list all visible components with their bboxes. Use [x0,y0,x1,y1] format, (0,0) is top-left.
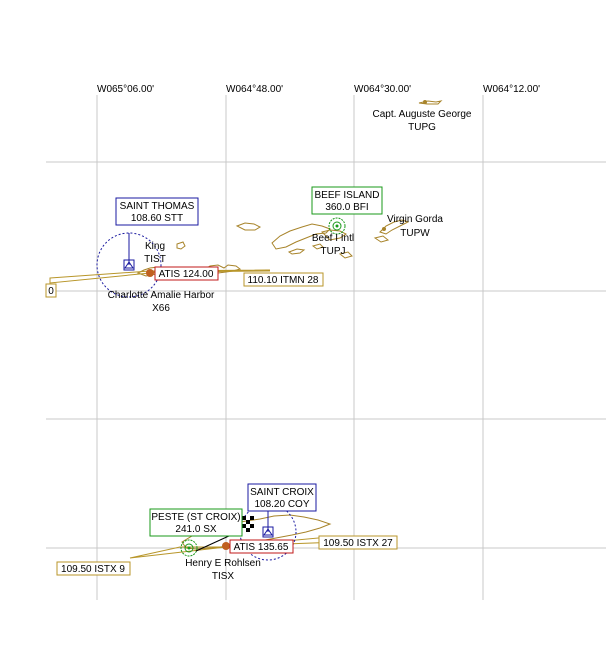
vor-icon [262,526,274,538]
airport-label-charlotte-amalie-harbor[interactable]: Charlotte Amalie Harbor X66 [108,290,215,314]
localizer-frequency: 0 [48,286,54,297]
longitude-label: W065°06.00' [97,84,154,95]
localizer-label-itmn-28[interactable]: 110.10 ITMN 28 [243,272,324,287]
localizer-label-istx-9[interactable]: 109.50 ISTX 9 [56,561,131,576]
navaid-frequency: 108.20 COY [254,499,309,510]
island-coastline [418,100,443,105]
airport-name: King [145,241,165,252]
airport-label-king[interactable]: King TIST [144,241,166,265]
airport-icon [222,542,230,550]
ndb-peste[interactable] [180,539,198,557]
navaid-name: SAINT THOMAS [120,201,195,212]
airport-code: TIST [144,254,166,265]
navaid-label-beef-island[interactable]: BEEF ISLAND 360.0 BFI [311,186,383,215]
island-coastline [321,229,347,241]
airport-code: TUPG [408,122,436,133]
island-coastline [373,235,390,243]
vor-compass-rose-saint-thomas[interactable] [96,232,162,298]
navaid-name: BEEF ISLAND [314,190,379,201]
navaid-label-peste[interactable]: PESTE (ST CROIX) 241.0 SX [149,508,243,537]
airport-label-henry-e-rohlsen[interactable]: Henry E Rohlsen TISX [185,558,261,582]
longitude-label: W064°48.00' [226,84,283,95]
localizer-label-istx-27[interactable]: 109.50 ISTX 27 [318,535,398,550]
atis-frequency: ATIS 135.65 [234,542,289,553]
airport-name: Henry E Rohlsen [185,558,261,569]
island-coastline [235,222,262,231]
navaid-frequency: 360.0 BFI [325,202,368,213]
vor-icon [123,259,135,271]
airport-name: Virgin Gorda [387,214,443,225]
airport-label-capt-auguste-george[interactable]: Capt. Auguste George TUPG [373,109,472,133]
navaid-name: SAINT CROIX [250,487,314,498]
longitude-label: W064°30.00' [354,84,411,95]
island-coastline [379,219,410,235]
localizer-beam [129,546,227,559]
airport-icon [146,269,154,277]
localizer-frequency: 109.50 ISTX 27 [323,538,393,549]
atis-frequency: ATIS 124.00 [159,269,214,280]
airport-code: TISX [212,571,235,582]
airport-icon [382,227,386,231]
airport-code: TUPW [400,228,430,239]
navaid-frequency: 108.60 STT [131,213,183,224]
navaid-frequency: 241.0 SX [175,524,216,535]
atis-label-king[interactable]: ATIS 124.00 [154,266,219,281]
localizer-frequency: 110.10 ITMN 28 [248,275,319,286]
island-coastline [176,241,186,250]
airport-code: X66 [152,303,170,314]
airport-label-virgin-gorda[interactable]: Virgin Gorda TUPW [387,214,443,239]
localizer-label-stt-west[interactable]: 0 [45,283,57,298]
navaid-name: PESTE (ST CROIX) [151,512,240,523]
airport-label-beef-island-intl[interactable]: Beef I Intl TUPJ [312,233,354,257]
airport-code: TUPJ [321,246,346,257]
airport-name: Charlotte Amalie Harbor [108,290,215,301]
longitude-label: W064°12.00' [483,84,540,95]
island-coastline [338,251,353,259]
ndb-beef-island[interactable] [328,217,346,235]
island-coastline [311,243,324,250]
navaid-label-saint-croix[interactable]: SAINT CROIX 108.20 COY [247,483,317,512]
localizer-frequency: 109.50 ISTX 9 [61,564,125,575]
airport-name: Beef I Intl [312,233,354,244]
airport-name: Capt. Auguste George [373,109,472,120]
grid [46,95,606,600]
airport-icon [423,100,427,104]
airport-symbols [146,100,427,552]
coastlines [136,100,443,550]
navaid-label-saint-thomas[interactable]: SAINT THOMAS 108.60 STT [115,197,199,226]
island-coastline [287,248,306,255]
atis-label-henry-e-rohlsen[interactable]: ATIS 135.65 [229,539,294,554]
